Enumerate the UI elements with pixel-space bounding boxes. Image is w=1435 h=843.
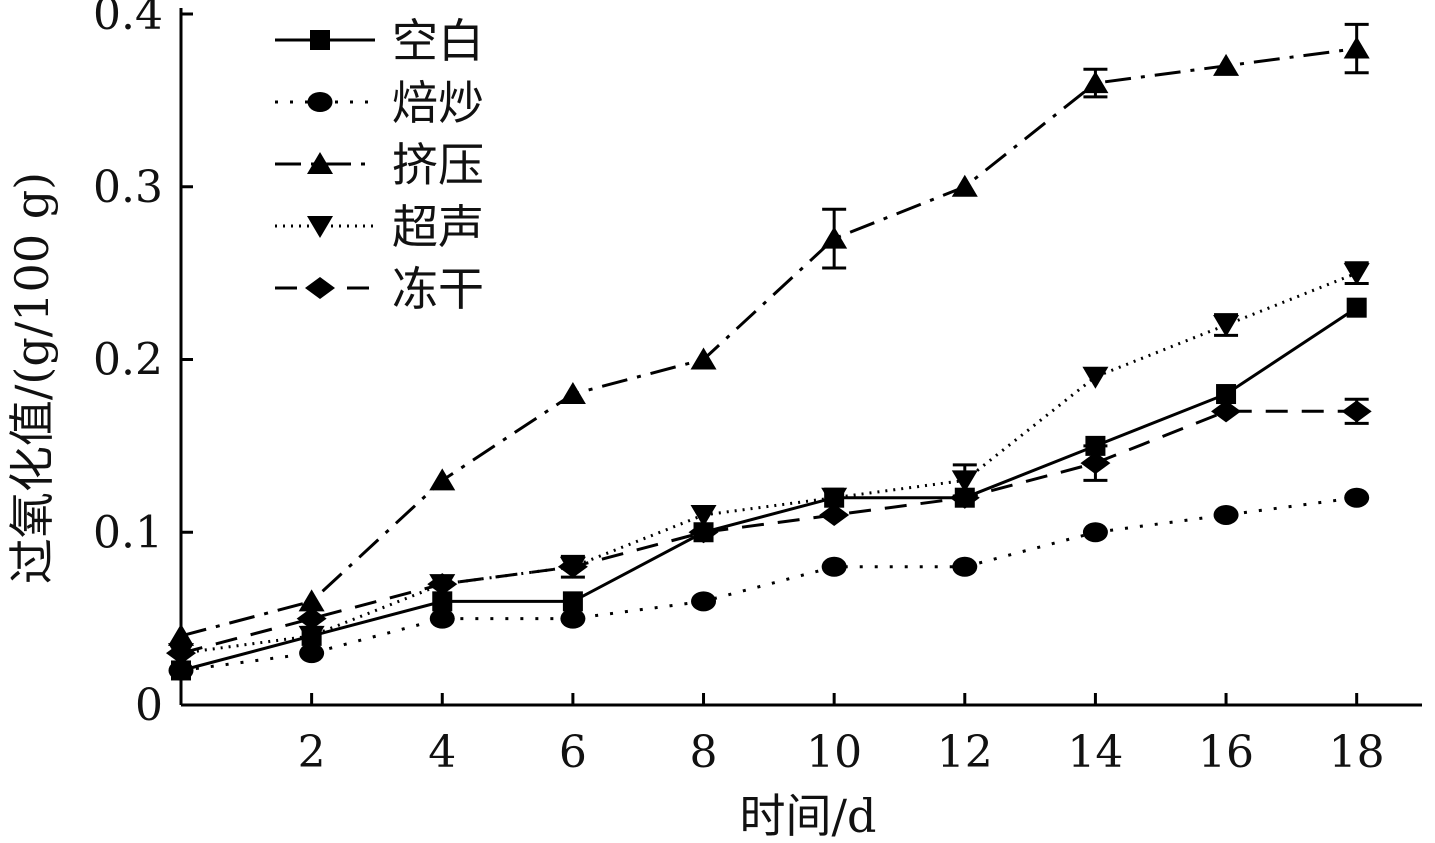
marker-triangle-up [821,226,848,249]
legend-item: 空白 [275,14,484,68]
marker-triangle-down [690,504,717,527]
marker-square [1346,297,1367,318]
marker-circle [168,660,194,681]
legend-label: 冻干 [392,262,484,316]
y-tick-label: 0.1 [93,507,163,558]
legend-label: 超声 [392,200,484,254]
marker-triangle-up [429,468,456,491]
series-line [180,409,1357,655]
marker-triangle-up [690,347,717,370]
x-tick-label: 16 [1198,727,1254,778]
x-tick-label: 14 [1067,727,1123,778]
x-tick-label: 2 [298,727,326,778]
marker-diamond [819,503,850,526]
marker-square [432,591,453,612]
y-tick-label: 0.4 [93,0,163,40]
marker-circle [560,608,586,629]
x-tick-label: 6 [559,727,587,778]
legend-item: 焙炒 [275,76,484,130]
series-triangle-up [168,22,1370,646]
marker-triangle-down [821,487,848,510]
marker-diamond [427,573,458,596]
marker-square [310,30,330,50]
marker-diamond [557,555,588,578]
marker-circle [1082,522,1108,543]
marker-circle [429,608,455,629]
y-axis-title: 过氧化值/(g/100 g) [5,172,59,584]
marker-triangle-down [1082,366,1109,389]
y-tick-label: 0.3 [93,162,163,213]
marker-circle [307,92,333,112]
marker-diamond [296,607,327,630]
marker-diamond [688,521,719,544]
marker-circle [299,643,325,664]
x-tick-label: 12 [937,727,993,778]
series-square [171,297,1367,681]
marker-triangle-up [951,174,978,197]
marker-square [1216,384,1237,405]
marker-triangle-up [1082,71,1109,94]
legend-item: 冻干 [275,262,484,316]
marker-circle [1213,504,1239,525]
marker-circle [1344,487,1370,508]
marker-diamond [305,277,335,299]
marker-diamond [1211,400,1242,423]
marker-triangle-up [168,623,194,646]
marker-triangle-down [1213,314,1240,337]
marker-triangle-down [298,625,325,648]
series-line [180,47,1357,638]
legend-item: 挤压 [275,138,484,192]
series-layer [166,22,1372,681]
axes: 0 0.1 0.2 0.3 0.4 2 4 6 8 10 12 14 16 18 [93,0,1422,778]
y-tick-label: 0 [135,680,163,731]
marker-triangle-up [307,152,333,174]
legend-label: 焙炒 [392,76,484,130]
marker-circle [691,591,717,612]
marker-diamond [1080,452,1111,475]
series-diamond [166,397,1372,665]
y-tick-label: 0.2 [93,335,163,386]
marker-triangle-up [1213,53,1240,76]
marker-triangle-down [951,470,978,493]
x-tick-label: 8 [690,727,718,778]
x-tick-label: 18 [1329,727,1385,778]
series-line [180,496,1357,672]
series-triangle-down [168,261,1370,666]
marker-diamond [949,486,980,509]
legend-label: 空白 [392,14,484,68]
x-tick-label: 4 [428,727,456,778]
series-line [180,271,1358,655]
marker-triangle-down [1343,263,1370,286]
marker-circle [821,556,847,577]
marker-triangle-down [307,216,333,238]
marker-triangle-up [298,589,325,612]
marker-diamond [166,642,196,665]
series-circle [168,487,1370,681]
series-line [180,306,1358,672]
legend-item: 超声 [275,200,484,254]
marker-triangle-up [559,382,586,405]
marker-circle [952,556,978,577]
legend-label: 挤压 [392,138,484,192]
marker-triangle-up [1343,36,1370,59]
x-tick-label: 10 [806,727,862,778]
marker-square [562,591,583,612]
marker-diamond [1341,400,1372,423]
x-axis-title: 时间/d [740,789,877,843]
